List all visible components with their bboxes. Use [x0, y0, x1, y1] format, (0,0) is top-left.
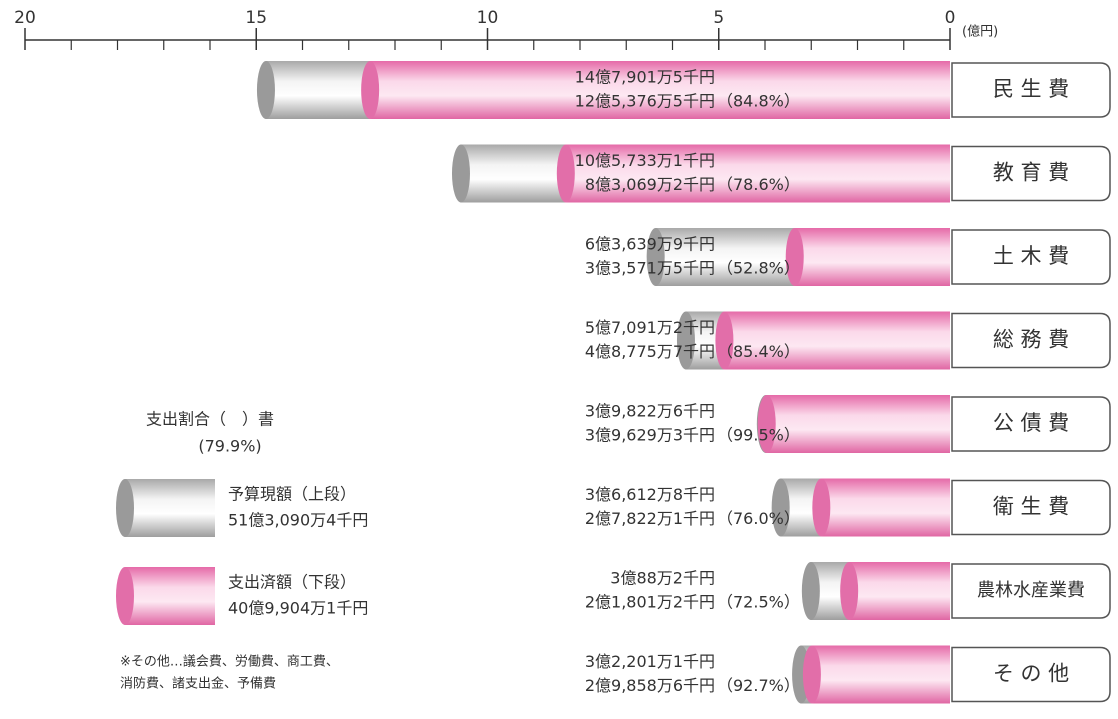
ratio-title: 支出割合（ ）書	[146, 410, 274, 429]
bar-spent-cap	[812, 478, 831, 537]
x-tick-label: 5	[713, 8, 724, 28]
legend-swatch	[125, 479, 215, 537]
category-box	[951, 396, 1111, 452]
value-label: 14億7,901万5千円	[575, 68, 715, 87]
ratio-total: (79.9%)	[198, 437, 261, 456]
bar-spent-cap	[715, 311, 734, 370]
bar-spent-cap	[802, 645, 821, 704]
value-label: 12億5,376万5千円	[575, 92, 715, 111]
bar-spent-cap	[757, 395, 776, 453]
value-label: 4億8,775万7千円	[585, 342, 715, 361]
category-label: そ の 他	[993, 662, 1069, 686]
bar-spent-cap	[556, 144, 575, 203]
bar-spent	[370, 61, 951, 119]
bar-spent	[724, 311, 950, 370]
category-box	[951, 312, 1111, 369]
bar-budget-cap	[771, 478, 790, 537]
bar-spent-cap	[840, 562, 859, 620]
bar-spent	[565, 144, 950, 203]
bar-budget-cap	[256, 61, 275, 119]
bar-spent	[802, 645, 950, 704]
ratio-label: （72.5%）	[717, 593, 800, 612]
x-tick-label: 15	[245, 8, 267, 28]
ratio-label: （85.4%）	[717, 342, 800, 361]
ratio-label: （76.0%）	[717, 509, 800, 528]
bar-spent-cap	[361, 61, 380, 119]
bar-spent	[766, 395, 950, 453]
category-label: 公 債 費	[993, 411, 1069, 435]
bar-spent	[821, 478, 950, 537]
category-label: 総 務 費	[993, 328, 1069, 352]
legend-total: 51億3,090万4千円	[228, 511, 368, 530]
bar-budget-cap	[801, 562, 820, 620]
category-label: 民 生 費	[993, 77, 1069, 101]
bar-spent	[361, 61, 951, 119]
category-box	[951, 229, 1111, 285]
legend-swatch	[116, 479, 215, 537]
value-label: 3億88万2千円	[610, 569, 715, 588]
bar-budget-cap	[676, 311, 695, 370]
ratio-label: （84.8%）	[717, 92, 800, 111]
ratio-label: （52.8%）	[717, 259, 800, 278]
legend-swatch-cap	[116, 479, 134, 537]
ratio-label: （78.6%）	[717, 175, 800, 194]
category-label: 教 育 費	[993, 161, 1069, 185]
note: ※その他…議会費、労働費、商工費、	[120, 655, 339, 670]
value-label: 3億6,612万8千円	[585, 485, 715, 504]
category-box	[951, 479, 1111, 536]
category-label: 衛 生 費	[993, 495, 1069, 519]
bar-spent	[794, 228, 950, 286]
category-label: 土 木 費	[993, 244, 1069, 268]
value-label: 8億3,069万2千円	[585, 175, 715, 194]
x-tick-label: 10	[477, 8, 499, 28]
value-label: 3億3,571万5千円	[585, 259, 715, 278]
bar-spent	[811, 645, 950, 704]
note: 消防費、諸支出金、予備費	[120, 676, 276, 692]
bar-budget-cap	[451, 144, 470, 203]
bar-spent	[757, 395, 950, 453]
bar-spent	[849, 562, 950, 620]
bar-spent	[812, 478, 950, 537]
unit-label: (億円)	[962, 24, 998, 40]
legend-label: 支出済額（下段）	[228, 573, 356, 592]
legend-total: 40億9,904万1千円	[228, 599, 368, 618]
value-label: 2億7,822万1千円	[585, 509, 715, 528]
category-box	[951, 646, 1111, 703]
bar-spent-cap	[785, 228, 804, 286]
x-tick-label: 0	[945, 8, 956, 28]
value-label: 2億9,858万6千円	[585, 676, 715, 695]
legend-label: 予算現額（上段）	[228, 485, 356, 504]
bar-budget-cap	[646, 228, 665, 286]
legend-swatch	[125, 567, 215, 625]
value-label: 3億9,629万3千円	[585, 426, 715, 445]
value-label: 3億9,822万6千円	[585, 402, 715, 421]
ratio-label: （92.7%）	[717, 676, 800, 695]
category-label: 農林水産業費	[977, 580, 1085, 601]
value-label: 6億3,639万9千円	[585, 235, 715, 254]
value-label: 5億7,091万2千円	[585, 318, 715, 337]
category-box	[951, 145, 1111, 202]
bar-spent	[785, 228, 950, 286]
category-box	[951, 62, 1111, 118]
bar-spent	[715, 311, 950, 370]
value-label: 10億5,733万1千円	[575, 151, 715, 170]
bar-spent	[840, 562, 950, 620]
value-label: 2億1,801万2千円	[585, 593, 715, 612]
legend-swatch	[116, 567, 215, 625]
ratio-label: （99.5%）	[717, 426, 800, 445]
bar-spent	[556, 144, 950, 203]
legend-swatch-cap	[116, 567, 134, 625]
category-box	[951, 563, 1111, 619]
value-label: 3億2,201万1千円	[585, 652, 715, 671]
x-tick-label: 20	[14, 8, 36, 28]
